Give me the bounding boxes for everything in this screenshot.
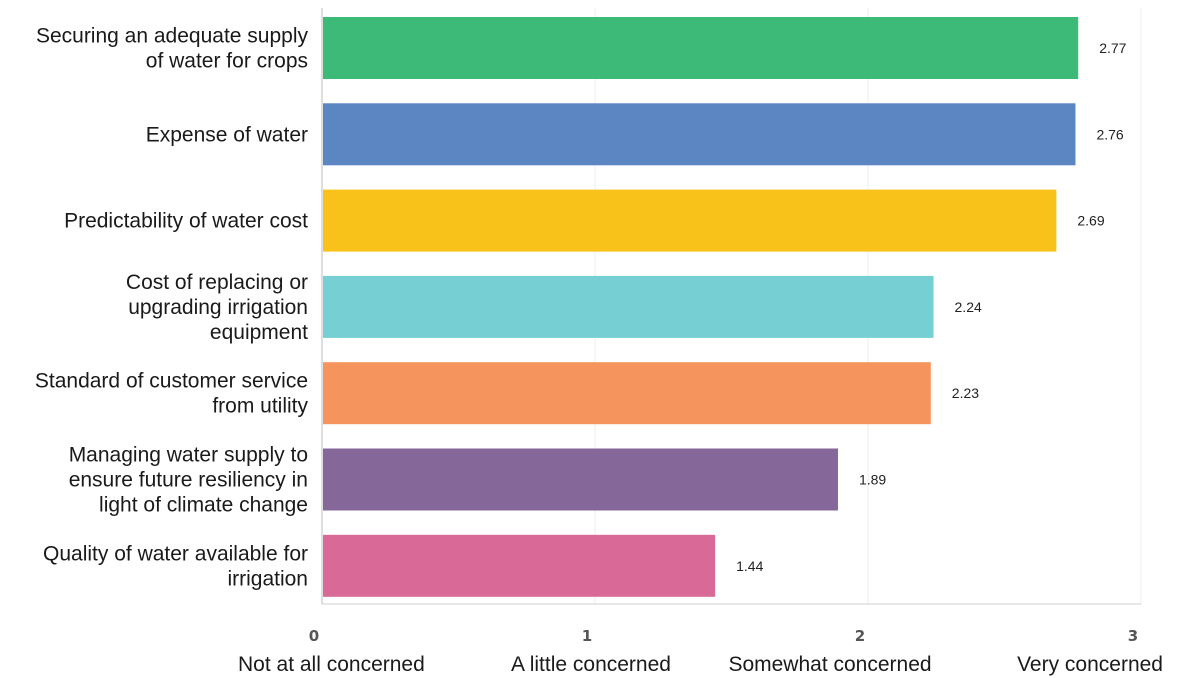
category-label-line: ensure future resiliency in <box>69 469 308 492</box>
value-label-6: 1.89 <box>859 472 886 488</box>
category-label-line: Securing an adequate supply <box>36 25 309 48</box>
category-label-line: Cost of replacing or <box>126 271 308 294</box>
bar-1 <box>323 17 1079 79</box>
value-label-7: 1.44 <box>736 558 763 574</box>
x-tick-label-1: A little concerned <box>511 653 671 676</box>
category-label-line: upgrading irrigation <box>128 296 308 319</box>
category-label-line: Standard of customer service <box>35 370 308 393</box>
x-tick-number-1: 1 <box>582 627 592 645</box>
x-tick-number-2: 2 <box>855 627 865 645</box>
category-label-5: Standard of customer service from utility <box>35 370 309 418</box>
category-labels: Securing an adequate supply of water for … <box>35 25 309 591</box>
category-label-7: Quality of water available for irrigation <box>43 542 308 590</box>
x-tick-number-3: 3 <box>1128 627 1138 645</box>
category-label-line: Quality of water available for <box>43 542 308 565</box>
bar-6 <box>323 448 838 511</box>
category-label-3: Predictability of water cost <box>64 210 308 233</box>
category-label-line: Managing water supply to <box>69 444 308 467</box>
bar-3 <box>323 189 1057 252</box>
x-tick-label-0: Not at all concerned <box>238 653 425 676</box>
bars <box>323 17 1079 597</box>
category-label-line: Predictability of water cost <box>64 210 308 233</box>
bar-4 <box>323 275 934 338</box>
category-label-line: irrigation <box>227 567 308 590</box>
bar-7 <box>323 534 716 597</box>
value-label-1: 2.77 <box>1099 40 1126 56</box>
category-label-line: from utility <box>212 395 308 418</box>
category-label-line: Expense of water <box>146 123 308 146</box>
category-label-line: equipment <box>210 321 308 344</box>
category-label-line: light of climate change <box>99 494 308 517</box>
category-label-2: Expense of water <box>146 123 308 146</box>
value-label-3: 2.69 <box>1077 213 1104 229</box>
value-label-5: 2.23 <box>952 385 979 401</box>
x-tick-label-2: Somewhat concerned <box>728 653 931 676</box>
category-label-line: of water for crops <box>146 50 308 73</box>
value-label-4: 2.24 <box>955 299 982 315</box>
bar-2 <box>323 103 1076 166</box>
value-label-2: 2.76 <box>1096 126 1123 142</box>
x-tick-label-3: Very concerned <box>1017 653 1163 676</box>
value-labels: 2.77 2.76 2.69 2.24 2.23 1.89 1.44 <box>736 40 1127 574</box>
x-tick-number-0: 0 <box>309 627 319 645</box>
bar-5 <box>323 362 931 425</box>
category-label-1: Securing an adequate supply of water for … <box>36 25 309 73</box>
category-label-4: Cost of replacing or upgrading irrigation… <box>126 271 308 344</box>
category-label-6: Managing water supply to ensure future re… <box>69 444 308 517</box>
x-axis-ticks: 0 Not at all concerned 1 A little concerned… <box>238 627 1163 676</box>
